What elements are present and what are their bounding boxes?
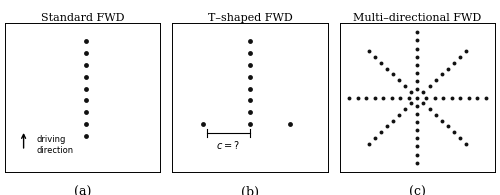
Text: $c = ?$: $c = ?$ — [216, 139, 240, 151]
Text: driving
direction: driving direction — [36, 135, 73, 155]
Text: (a): (a) — [74, 186, 91, 195]
Text: (b): (b) — [241, 186, 259, 195]
Title: T–shaped FWD: T–shaped FWD — [208, 13, 292, 23]
Text: (c): (c) — [409, 186, 426, 195]
Title: Standard FWD: Standard FWD — [41, 13, 124, 23]
Title: Multi–directional FWD: Multi–directional FWD — [354, 13, 482, 23]
